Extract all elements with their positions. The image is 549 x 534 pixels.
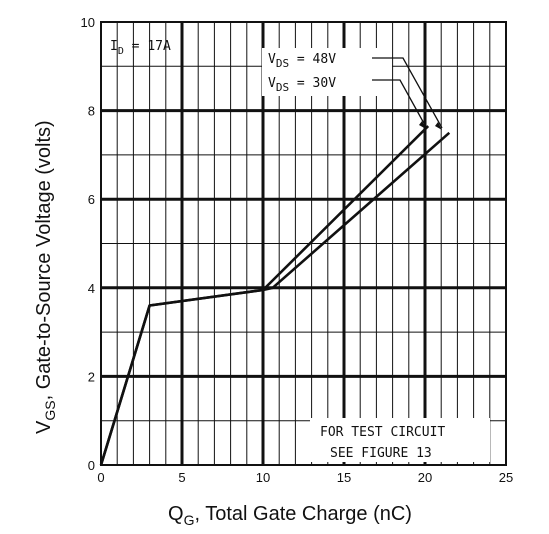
y-tick-label: 0	[88, 458, 95, 473]
plot-area-frame	[100, 21, 507, 466]
arrowhead-48v	[435, 122, 442, 130]
note-line-1: FOR TEST CIRCUIT	[320, 425, 445, 440]
vds-30v-label: VDS = 30V	[268, 76, 336, 94]
vds-label-background	[262, 48, 392, 96]
y-axis-title: VGS, Gate-to-Source Voltage (volts)	[33, 120, 58, 434]
y-tick-label: 2	[88, 369, 95, 384]
id-annotation: ID = 17A	[110, 39, 171, 57]
y-tick-label: 4	[88, 281, 95, 296]
leader-line-48v	[372, 57, 443, 129]
series-line-1	[99, 125, 430, 466]
x-tick-label: 10	[256, 470, 270, 485]
vds-48v-label: VDS = 48V	[268, 52, 336, 70]
data-series	[99, 125, 451, 466]
arrowhead-30v	[419, 121, 426, 129]
series-line-0	[99, 131, 451, 466]
x-axis-title: QG, Total Gate Charge (nC)	[168, 503, 412, 528]
tick-labels: 0 5 10 15 20 25 0 2 4 6 8 10	[81, 15, 514, 485]
x-tick-label: 20	[418, 470, 432, 485]
y-tick-label: 8	[88, 104, 95, 119]
x-tick-label: 5	[178, 470, 185, 485]
x-tick-label: 0	[97, 470, 104, 485]
leader-line-30v	[372, 79, 427, 128]
note-line-2: SEE FIGURE 13	[330, 446, 432, 461]
y-tick-label: 6	[88, 192, 95, 207]
x-tick-label: 25	[499, 470, 513, 485]
y-tick-label: 10	[81, 15, 95, 30]
note-background	[310, 418, 490, 462]
x-tick-label: 15	[337, 470, 351, 485]
